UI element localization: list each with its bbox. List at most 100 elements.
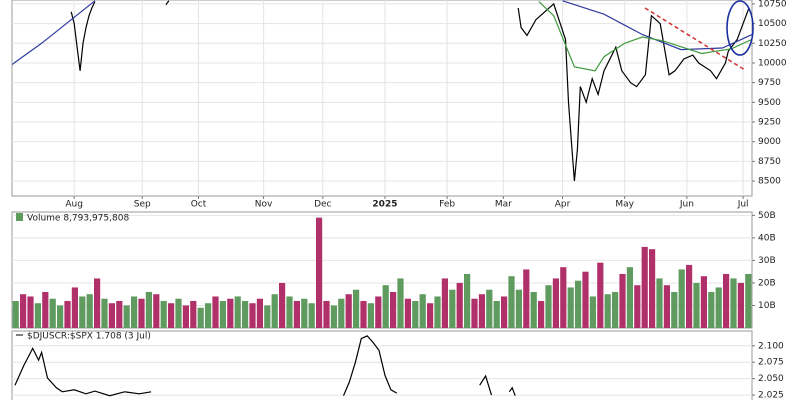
y-tick-label: 30B xyxy=(758,256,776,266)
y-tick-label: 10000 xyxy=(758,58,787,68)
x-tick-label: Jun xyxy=(679,200,694,210)
volume-bar xyxy=(515,289,522,328)
volume-bar xyxy=(700,276,707,328)
volume-bar xyxy=(404,298,411,328)
volume-bar xyxy=(330,305,337,328)
volume-bar xyxy=(434,296,441,328)
x-tick-label: Apr xyxy=(555,200,571,210)
volume-bar xyxy=(730,278,737,328)
volume-bar xyxy=(301,298,308,328)
volume-bar xyxy=(34,303,41,328)
series-line xyxy=(70,0,750,182)
volume-bar xyxy=(64,300,71,328)
volume-bar xyxy=(264,305,271,328)
volume-bar xyxy=(116,300,123,328)
volume-bar xyxy=(745,273,752,328)
volume-bar xyxy=(419,294,426,328)
ratio-panel xyxy=(11,330,753,400)
volume-bar xyxy=(493,300,500,328)
volume-bar xyxy=(567,287,574,328)
y-tick-label: 9250 xyxy=(758,118,781,128)
volume-bar xyxy=(242,300,249,328)
x-tick-label: Feb xyxy=(439,200,455,210)
y-tick-label: 2.100 xyxy=(758,341,784,351)
y-tick-label: 50B xyxy=(758,211,776,221)
volume-bar xyxy=(145,291,152,328)
volume-bar xyxy=(604,294,611,328)
volume-bar xyxy=(271,294,278,328)
volume-bar xyxy=(715,287,722,328)
x-tick-label: Oct xyxy=(191,200,207,210)
volume-bar xyxy=(367,303,374,328)
volume-bar xyxy=(678,269,685,328)
trend-line xyxy=(644,7,746,71)
y-tick-label: 10500 xyxy=(758,19,787,29)
volume-bar xyxy=(612,291,619,328)
volume-bar xyxy=(523,269,530,328)
volume-bar xyxy=(94,278,101,328)
volume-bar xyxy=(286,296,293,328)
volume-bar xyxy=(234,296,241,328)
volume-bar xyxy=(12,300,19,328)
volume-bar xyxy=(545,285,552,328)
volume-bar xyxy=(227,298,234,328)
volume-bar xyxy=(626,267,633,328)
plot-area xyxy=(12,0,752,182)
volume-bar xyxy=(108,303,115,328)
volume-bar xyxy=(530,291,537,328)
volume-bar xyxy=(123,305,130,328)
volume-bar xyxy=(205,303,212,328)
x-tick-label: Mar xyxy=(495,200,512,210)
volume-bar xyxy=(308,303,315,328)
volume-bar xyxy=(345,294,352,328)
y-tick-label: 10B xyxy=(758,301,776,311)
volume-bar xyxy=(360,300,367,328)
volume-bar xyxy=(175,298,182,328)
volume-bar xyxy=(501,296,508,328)
volume-bar xyxy=(708,291,715,328)
volume-bar xyxy=(508,276,515,328)
y-tick-label: 10750 xyxy=(758,0,787,9)
x-tick-label: Nov xyxy=(255,200,273,210)
volume-bar xyxy=(138,298,145,328)
volume-bar xyxy=(634,285,641,328)
volume-bar xyxy=(641,246,648,328)
volume-bar xyxy=(723,273,730,328)
volume-bar xyxy=(552,278,559,328)
x-tick-label: Dec xyxy=(314,200,331,210)
volume-panel xyxy=(11,211,753,329)
x-tick-label: May xyxy=(615,200,634,210)
volume-bar xyxy=(219,300,226,328)
y-tick-label: 2.050 xyxy=(758,374,784,384)
volume-bar xyxy=(190,300,197,328)
volume-bar xyxy=(279,282,286,328)
volume-bar xyxy=(737,282,744,328)
series-line xyxy=(538,1,752,72)
volume-bar xyxy=(589,296,596,328)
volume-bar xyxy=(375,296,382,328)
volume-title: Volume 8,793,975,808 xyxy=(27,214,129,224)
volume-bar xyxy=(212,296,219,328)
volume-bar xyxy=(486,289,493,328)
volume-bar xyxy=(693,282,700,328)
volume-bar xyxy=(323,300,330,328)
volume-bar xyxy=(575,280,582,328)
volume-bar xyxy=(538,300,545,328)
volume-bar xyxy=(182,305,189,328)
volume-icon xyxy=(16,213,23,221)
volume-bar xyxy=(464,273,471,328)
volume-bar xyxy=(79,296,86,328)
volume-bar xyxy=(316,217,323,328)
volume-bar xyxy=(656,278,663,328)
volume-bar xyxy=(597,262,604,328)
y-tick-label: 8500 xyxy=(758,177,781,187)
volume-bar xyxy=(441,278,448,328)
volume-bar xyxy=(101,298,108,328)
price-panel xyxy=(11,0,753,197)
plot-area xyxy=(12,217,752,328)
volume-bar xyxy=(671,291,678,328)
y-tick-label: 2.075 xyxy=(758,358,784,368)
volume-bar xyxy=(619,273,626,328)
volume-bar xyxy=(471,298,478,328)
x-tick-label: Aug xyxy=(65,200,83,210)
